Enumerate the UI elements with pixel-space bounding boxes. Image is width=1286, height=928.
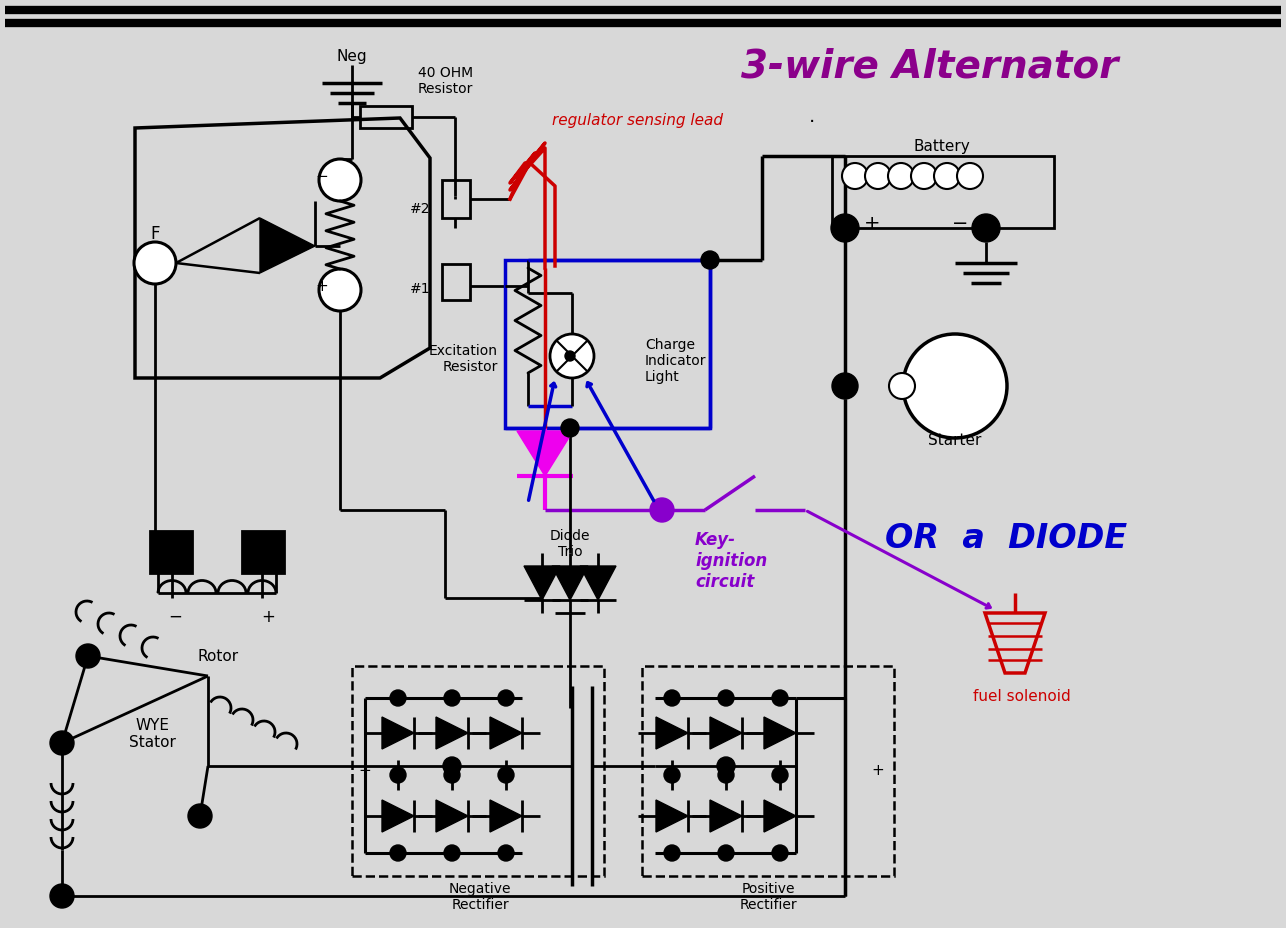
Circle shape — [664, 690, 680, 706]
Circle shape — [550, 335, 594, 379]
Circle shape — [842, 164, 868, 190]
Circle shape — [561, 419, 579, 437]
Text: −: − — [168, 607, 181, 625]
Text: F: F — [150, 225, 159, 243]
Circle shape — [442, 757, 460, 775]
Bar — [360, 107, 412, 129]
Text: WYE
Stator: WYE Stator — [129, 717, 175, 750]
Circle shape — [498, 690, 514, 706]
Text: Excitation
Resistor: Excitation Resistor — [430, 343, 498, 374]
Circle shape — [498, 845, 514, 861]
Bar — [242, 532, 284, 574]
Text: Key-
ignition
circuit: Key- ignition circuit — [694, 531, 768, 590]
Bar — [150, 532, 192, 574]
Circle shape — [50, 731, 75, 755]
Bar — [832, 157, 1055, 229]
Circle shape — [444, 845, 460, 861]
Circle shape — [50, 884, 75, 908]
Circle shape — [889, 374, 916, 400]
Circle shape — [76, 644, 100, 668]
Circle shape — [718, 767, 734, 783]
Polygon shape — [710, 717, 742, 749]
Polygon shape — [656, 800, 688, 832]
Circle shape — [664, 845, 680, 861]
Text: #2: #2 — [409, 201, 430, 216]
Text: 40 OHM
Resistor: 40 OHM Resistor — [418, 66, 473, 96]
Text: OR  a  DIODE: OR a DIODE — [885, 522, 1127, 555]
Circle shape — [772, 767, 788, 783]
Circle shape — [444, 767, 460, 783]
Circle shape — [565, 352, 575, 362]
Text: −: − — [315, 169, 328, 185]
Circle shape — [390, 690, 406, 706]
Polygon shape — [490, 717, 522, 749]
Circle shape — [718, 845, 734, 861]
Polygon shape — [764, 717, 796, 749]
Polygon shape — [382, 800, 414, 832]
Circle shape — [701, 251, 719, 270]
Text: 3-wire Alternator: 3-wire Alternator — [741, 48, 1119, 86]
Circle shape — [718, 690, 734, 706]
Bar — [442, 264, 469, 301]
Text: Starter: Starter — [928, 433, 981, 448]
Text: .: . — [809, 108, 815, 126]
Polygon shape — [436, 717, 468, 749]
Polygon shape — [580, 566, 616, 600]
Text: Diode
Trio: Diode Trio — [549, 528, 590, 559]
Circle shape — [903, 335, 1007, 439]
Text: regulator sensing lead: regulator sensing lead — [552, 113, 723, 128]
Circle shape — [319, 270, 361, 312]
Circle shape — [649, 498, 674, 522]
Polygon shape — [552, 566, 588, 600]
Bar — [442, 181, 469, 219]
Bar — [352, 666, 604, 876]
Circle shape — [831, 214, 859, 243]
Circle shape — [772, 845, 788, 861]
Circle shape — [498, 767, 514, 783]
Text: +: + — [872, 763, 885, 778]
Circle shape — [972, 214, 1001, 243]
Text: −: − — [952, 214, 968, 233]
Circle shape — [865, 164, 891, 190]
Text: Negative
Rectifier: Negative Rectifier — [449, 881, 512, 911]
Polygon shape — [764, 800, 796, 832]
Polygon shape — [382, 717, 414, 749]
Circle shape — [889, 164, 914, 190]
Circle shape — [319, 160, 361, 201]
Circle shape — [664, 767, 680, 783]
Circle shape — [444, 690, 460, 706]
Polygon shape — [656, 717, 688, 749]
Text: +: + — [864, 214, 880, 233]
Polygon shape — [517, 432, 574, 476]
Bar — [642, 666, 894, 876]
Circle shape — [718, 757, 736, 775]
Text: Positive
Rectifier: Positive Rectifier — [739, 881, 797, 911]
Polygon shape — [523, 566, 559, 600]
Circle shape — [134, 243, 176, 285]
Text: Neg: Neg — [337, 49, 368, 64]
Polygon shape — [490, 800, 522, 832]
Polygon shape — [710, 800, 742, 832]
Bar — [505, 261, 710, 429]
Circle shape — [832, 374, 858, 400]
Text: −: − — [359, 763, 372, 778]
Text: Battery: Battery — [913, 139, 971, 154]
Circle shape — [934, 164, 961, 190]
Circle shape — [772, 690, 788, 706]
Text: Charge
Indicator
Light: Charge Indicator Light — [646, 338, 706, 384]
Circle shape — [390, 767, 406, 783]
Polygon shape — [436, 800, 468, 832]
Text: Rotor: Rotor — [198, 649, 239, 664]
Text: +: + — [315, 279, 328, 294]
Text: +: + — [261, 607, 275, 625]
Circle shape — [390, 845, 406, 861]
Circle shape — [957, 164, 983, 190]
Polygon shape — [260, 219, 315, 274]
Text: #1: #1 — [409, 282, 430, 296]
Text: fuel solenoid: fuel solenoid — [974, 689, 1071, 703]
Circle shape — [188, 805, 212, 828]
Circle shape — [910, 164, 937, 190]
